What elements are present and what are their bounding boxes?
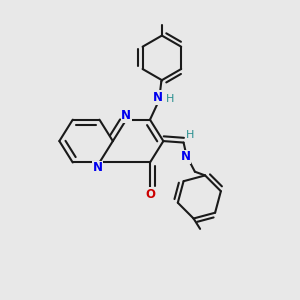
Text: N: N (153, 91, 163, 104)
Text: H: H (186, 130, 194, 140)
Text: N: N (93, 161, 103, 174)
Text: N: N (181, 150, 191, 163)
Text: H: H (166, 94, 174, 104)
Text: N: N (121, 109, 131, 122)
Text: O: O (145, 188, 155, 201)
